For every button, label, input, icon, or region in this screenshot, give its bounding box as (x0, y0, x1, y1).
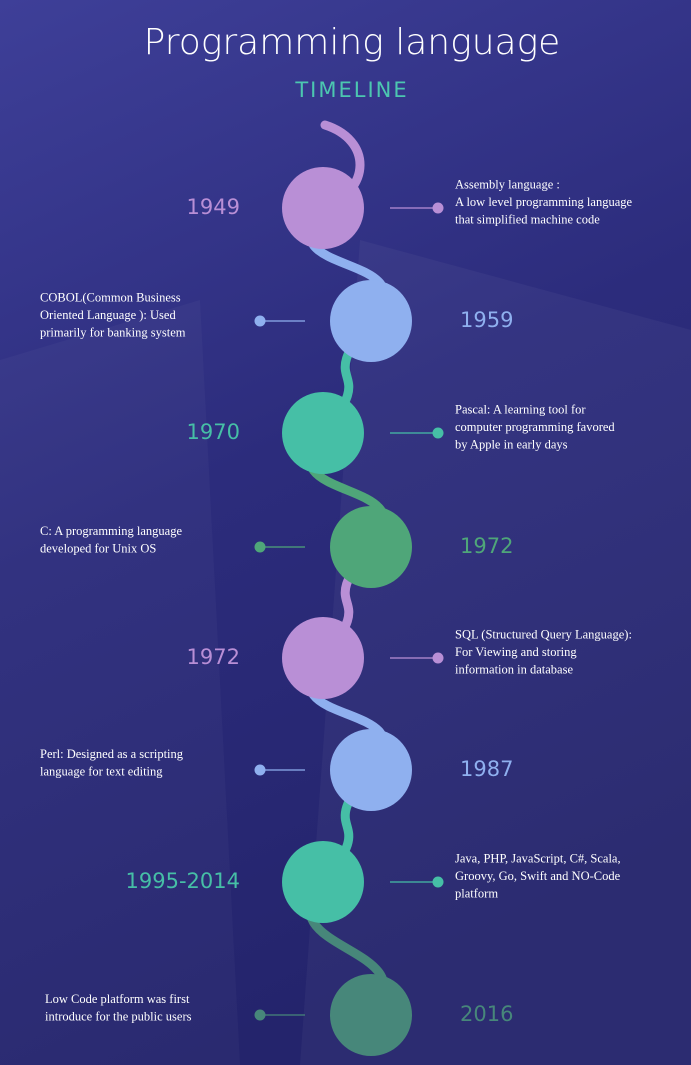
description-line: Assembly language : (455, 177, 560, 191)
description-line: Java, PHP, JavaScript, C#, Scala, (455, 851, 621, 865)
year-label: 1970 (187, 420, 240, 444)
timeline-items: 1949 Assembly language : A low level progr… (40, 167, 632, 1056)
connector-dot (254, 541, 266, 553)
description-line: primarily for banking system (40, 325, 186, 339)
description-line: developed for Unix OS (40, 542, 156, 556)
connector-dot (254, 315, 266, 327)
connector-dot (432, 427, 444, 439)
description-line: language for text editing (40, 765, 163, 779)
description-line: platform (455, 886, 498, 900)
description-line: Low Code platform was first (45, 992, 190, 1006)
timeline-node (282, 617, 364, 699)
year-label: 1972 (460, 534, 513, 558)
description-line: A low level programming language (455, 195, 632, 209)
description-line: Pascal: A learning tool for (455, 402, 586, 416)
year-label: 1972 (187, 645, 240, 669)
description-line: Oriented Language ): Used (40, 308, 176, 322)
building-shape (300, 240, 691, 1065)
year-label: 1987 (460, 757, 513, 781)
description-line: computer programming favored (455, 420, 615, 434)
subtitle: TIMELINE (294, 78, 408, 102)
timeline-node (282, 167, 364, 249)
description-line: SQL (Structured Query Language): (455, 627, 632, 641)
connector-dot (432, 652, 444, 664)
description-line: C: A programming language (40, 524, 182, 538)
description-line: For Viewing and storing (455, 645, 577, 659)
description-line: introduce for the public users (45, 1010, 192, 1024)
connector-dot (432, 876, 444, 888)
timeline-node (330, 506, 412, 588)
year-label: 1995-2014 (126, 869, 240, 893)
timeline-node (282, 392, 364, 474)
description-line: Perl: Designed as a scripting (40, 747, 184, 761)
connector-dot (254, 1009, 266, 1021)
title: Programming language (144, 22, 561, 63)
connector-dot (432, 202, 444, 214)
description-line: by Apple in early days (455, 437, 568, 451)
year-label: 2016 (460, 1002, 513, 1026)
timeline-node (330, 729, 412, 811)
timeline-node (330, 280, 412, 362)
connector-dot (254, 764, 266, 776)
description-line: information in database (455, 662, 573, 676)
description-line: COBOL(Common Business (40, 290, 181, 304)
building-shape (0, 300, 240, 1065)
year-label: 1949 (187, 195, 240, 219)
description-line: that simplified machine code (455, 212, 600, 226)
description-line: Groovy, Go, Swift and NO-Code (455, 869, 621, 883)
timeline-node (282, 841, 364, 923)
timeline-node (330, 974, 412, 1056)
year-label: 1959 (460, 308, 513, 332)
